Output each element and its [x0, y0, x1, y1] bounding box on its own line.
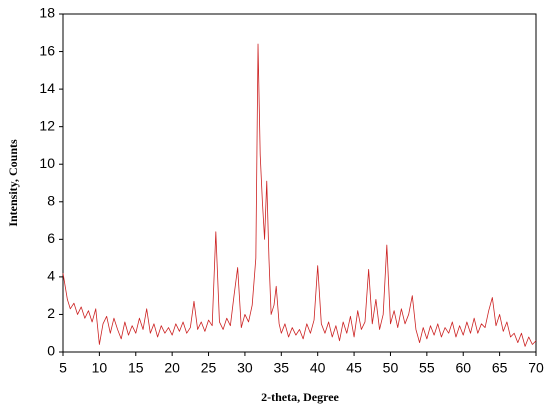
y-tick-label: 4	[47, 268, 55, 284]
x-tick-label: 50	[383, 360, 399, 376]
y-axis-title: Intensity, Counts	[6, 139, 20, 227]
x-tick-label: 15	[128, 360, 144, 376]
x-tick-label: 55	[419, 360, 435, 376]
y-tick-label: 12	[39, 117, 55, 133]
x-tick-label: 10	[92, 360, 108, 376]
x-tick-label: 5	[59, 360, 67, 376]
x-tick-label: 35	[274, 360, 290, 376]
x-tick-label: 40	[310, 360, 326, 376]
plot-frame	[62, 13, 537, 353]
data-line	[62, 43, 537, 347]
y-tick-label: 18	[39, 5, 55, 21]
x-tick-label: 20	[164, 360, 180, 376]
y-tick-label: 14	[39, 80, 55, 96]
y-tick-label: 16	[39, 42, 55, 58]
x-tick-label: 30	[237, 360, 253, 376]
x-tick-label: 65	[492, 360, 508, 376]
x-tick-label: 25	[201, 360, 217, 376]
x-tick-label: 45	[346, 360, 362, 376]
y-tick-label: 2	[47, 305, 55, 321]
y-tick-label: 6	[47, 230, 55, 246]
x-tick-label: 70	[528, 360, 544, 376]
y-tick-label: 0	[47, 343, 55, 359]
x-tick-label: 60	[455, 360, 471, 376]
y-tick-label: 8	[47, 192, 55, 208]
y-tick-label: 10	[39, 155, 55, 171]
x-axis-title: 2-theta, Degree	[261, 390, 339, 404]
